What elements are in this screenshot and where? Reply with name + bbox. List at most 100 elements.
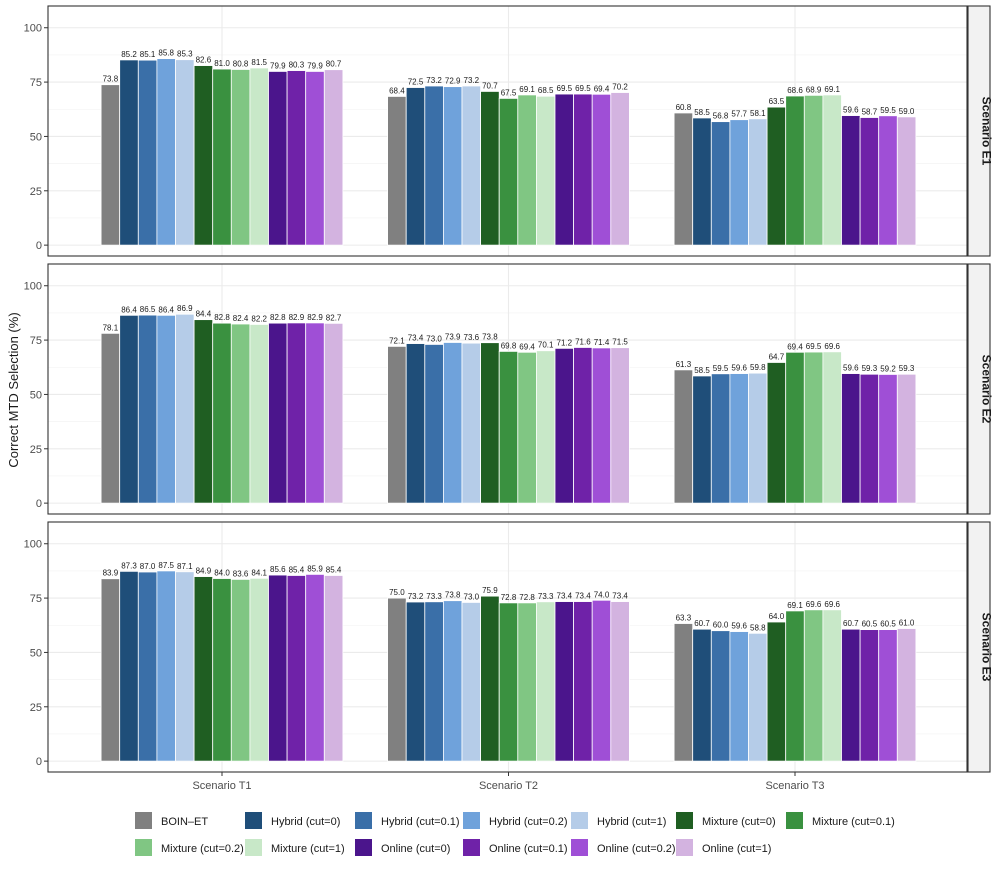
bar-value-label: 63.3 xyxy=(676,614,692,623)
bar xyxy=(803,351,824,504)
x-tick-label: Scenario T2 xyxy=(479,780,538,792)
bar-value-label: 60.0 xyxy=(713,621,729,630)
bar xyxy=(748,372,768,504)
y-tick-label: 0 xyxy=(36,756,42,768)
bar xyxy=(175,59,195,246)
bar xyxy=(692,117,712,246)
bar xyxy=(591,347,612,504)
legend-label: Online (cut=0.2) xyxy=(597,843,676,855)
bar-value-label: 70.7 xyxy=(482,81,498,90)
bar xyxy=(323,575,344,762)
bar xyxy=(591,599,612,762)
bar xyxy=(156,570,176,762)
bar xyxy=(610,92,630,246)
bar-value-label: 85.2 xyxy=(121,50,137,59)
bar xyxy=(405,601,426,762)
bar xyxy=(480,91,500,246)
bar xyxy=(480,595,500,762)
bar-value-label: 73.2 xyxy=(464,76,480,85)
bar xyxy=(193,576,214,762)
bar-value-label: 69.5 xyxy=(557,84,573,93)
bar-value-label: 58.5 xyxy=(694,108,710,117)
bar-value-label: 59.5 xyxy=(713,364,729,373)
y-tick-label: 25 xyxy=(30,186,42,198)
bar-value-label: 60.7 xyxy=(694,619,710,628)
bar-value-label: 58.7 xyxy=(862,108,878,117)
bar-value-label: 73.8 xyxy=(482,333,498,342)
bar-value-label: 69.5 xyxy=(806,342,822,351)
bar xyxy=(268,574,288,762)
bar-value-label: 73.9 xyxy=(445,332,461,341)
bar-value-label: 82.2 xyxy=(251,314,267,323)
bar-value-label: 60.5 xyxy=(880,620,896,629)
bar xyxy=(137,571,158,762)
bar xyxy=(878,629,898,762)
bar xyxy=(517,351,537,504)
bar-value-label: 87.0 xyxy=(140,562,156,571)
bar xyxy=(573,347,593,504)
bar-value-label: 85.1 xyxy=(140,50,156,59)
bar xyxy=(305,71,325,246)
bar-value-label: 81.5 xyxy=(251,58,267,67)
bar-value-label: 69.6 xyxy=(824,342,840,351)
legend-swatch xyxy=(135,812,152,829)
panel-border xyxy=(47,521,968,773)
bar-value-label: 73.4 xyxy=(575,592,591,601)
y-tick-label: 50 xyxy=(30,389,42,401)
bar-value-label: 87.3 xyxy=(121,561,137,570)
bar-value-label: 82.6 xyxy=(196,56,212,65)
bar xyxy=(480,342,500,504)
bar-value-label: 63.5 xyxy=(769,97,785,106)
legend-swatch xyxy=(463,839,480,856)
bar-value-label: 87.5 xyxy=(158,561,174,570)
y-tick-label: 25 xyxy=(30,702,42,714)
bar xyxy=(323,69,344,246)
bar-value-label: 79.9 xyxy=(270,61,286,70)
bar xyxy=(896,116,917,246)
bar-value-label: 60.5 xyxy=(862,620,878,629)
bar-value-label: 80.3 xyxy=(289,61,305,70)
legend-swatch xyxy=(245,812,262,829)
bar xyxy=(405,87,426,246)
y-tick-label: 50 xyxy=(30,647,42,659)
legend: BOIN–ET Hybrid (cut=0) Hybrid (cut=0.1) Hyb… xyxy=(135,812,895,856)
bar-value-label: 82.9 xyxy=(289,313,305,322)
bar-value-label: 73.8 xyxy=(103,75,119,84)
bar-value-label: 58.5 xyxy=(694,366,710,375)
bar xyxy=(119,570,139,762)
legend-label: Hybrid (cut=1) xyxy=(597,816,666,828)
bar xyxy=(442,86,463,246)
bar xyxy=(424,601,444,762)
y-tick-label: 75 xyxy=(30,335,42,347)
bar-value-label: 68.4 xyxy=(389,86,405,95)
bar-value-label: 73.0 xyxy=(426,334,442,343)
bar xyxy=(610,347,630,504)
legend-label: Mixture (cut=0) xyxy=(702,816,776,828)
bar xyxy=(286,575,307,762)
legend-swatch xyxy=(355,839,372,856)
bar-value-label: 86.4 xyxy=(158,305,174,314)
bar-value-label: 58.1 xyxy=(750,109,766,118)
bar-value-label: 71.6 xyxy=(575,337,591,346)
y-tick-label: 75 xyxy=(30,593,42,605)
bar xyxy=(841,373,861,504)
bar-value-label: 69.4 xyxy=(787,342,803,351)
bar-value-label: 73.6 xyxy=(464,333,480,342)
bar xyxy=(249,67,269,246)
bar-value-label: 86.4 xyxy=(121,305,137,314)
bar-value-label: 69.4 xyxy=(594,84,610,93)
bar-value-label: 85.3 xyxy=(177,50,193,59)
bar-value-label: 73.3 xyxy=(426,592,442,601)
bar xyxy=(119,59,139,246)
legend-label: Online (cut=0.1) xyxy=(489,843,568,855)
bar xyxy=(100,578,121,762)
legend-swatch xyxy=(135,839,152,856)
y-tick-label: 25 xyxy=(30,444,42,456)
legend-swatch xyxy=(245,839,262,856)
bar-value-label: 84.0 xyxy=(214,569,230,578)
panel-border xyxy=(47,263,968,515)
bar-value-label: 60.8 xyxy=(676,103,692,112)
bar xyxy=(461,602,482,762)
bar-value-label: 69.4 xyxy=(519,342,535,351)
bar xyxy=(573,601,593,762)
